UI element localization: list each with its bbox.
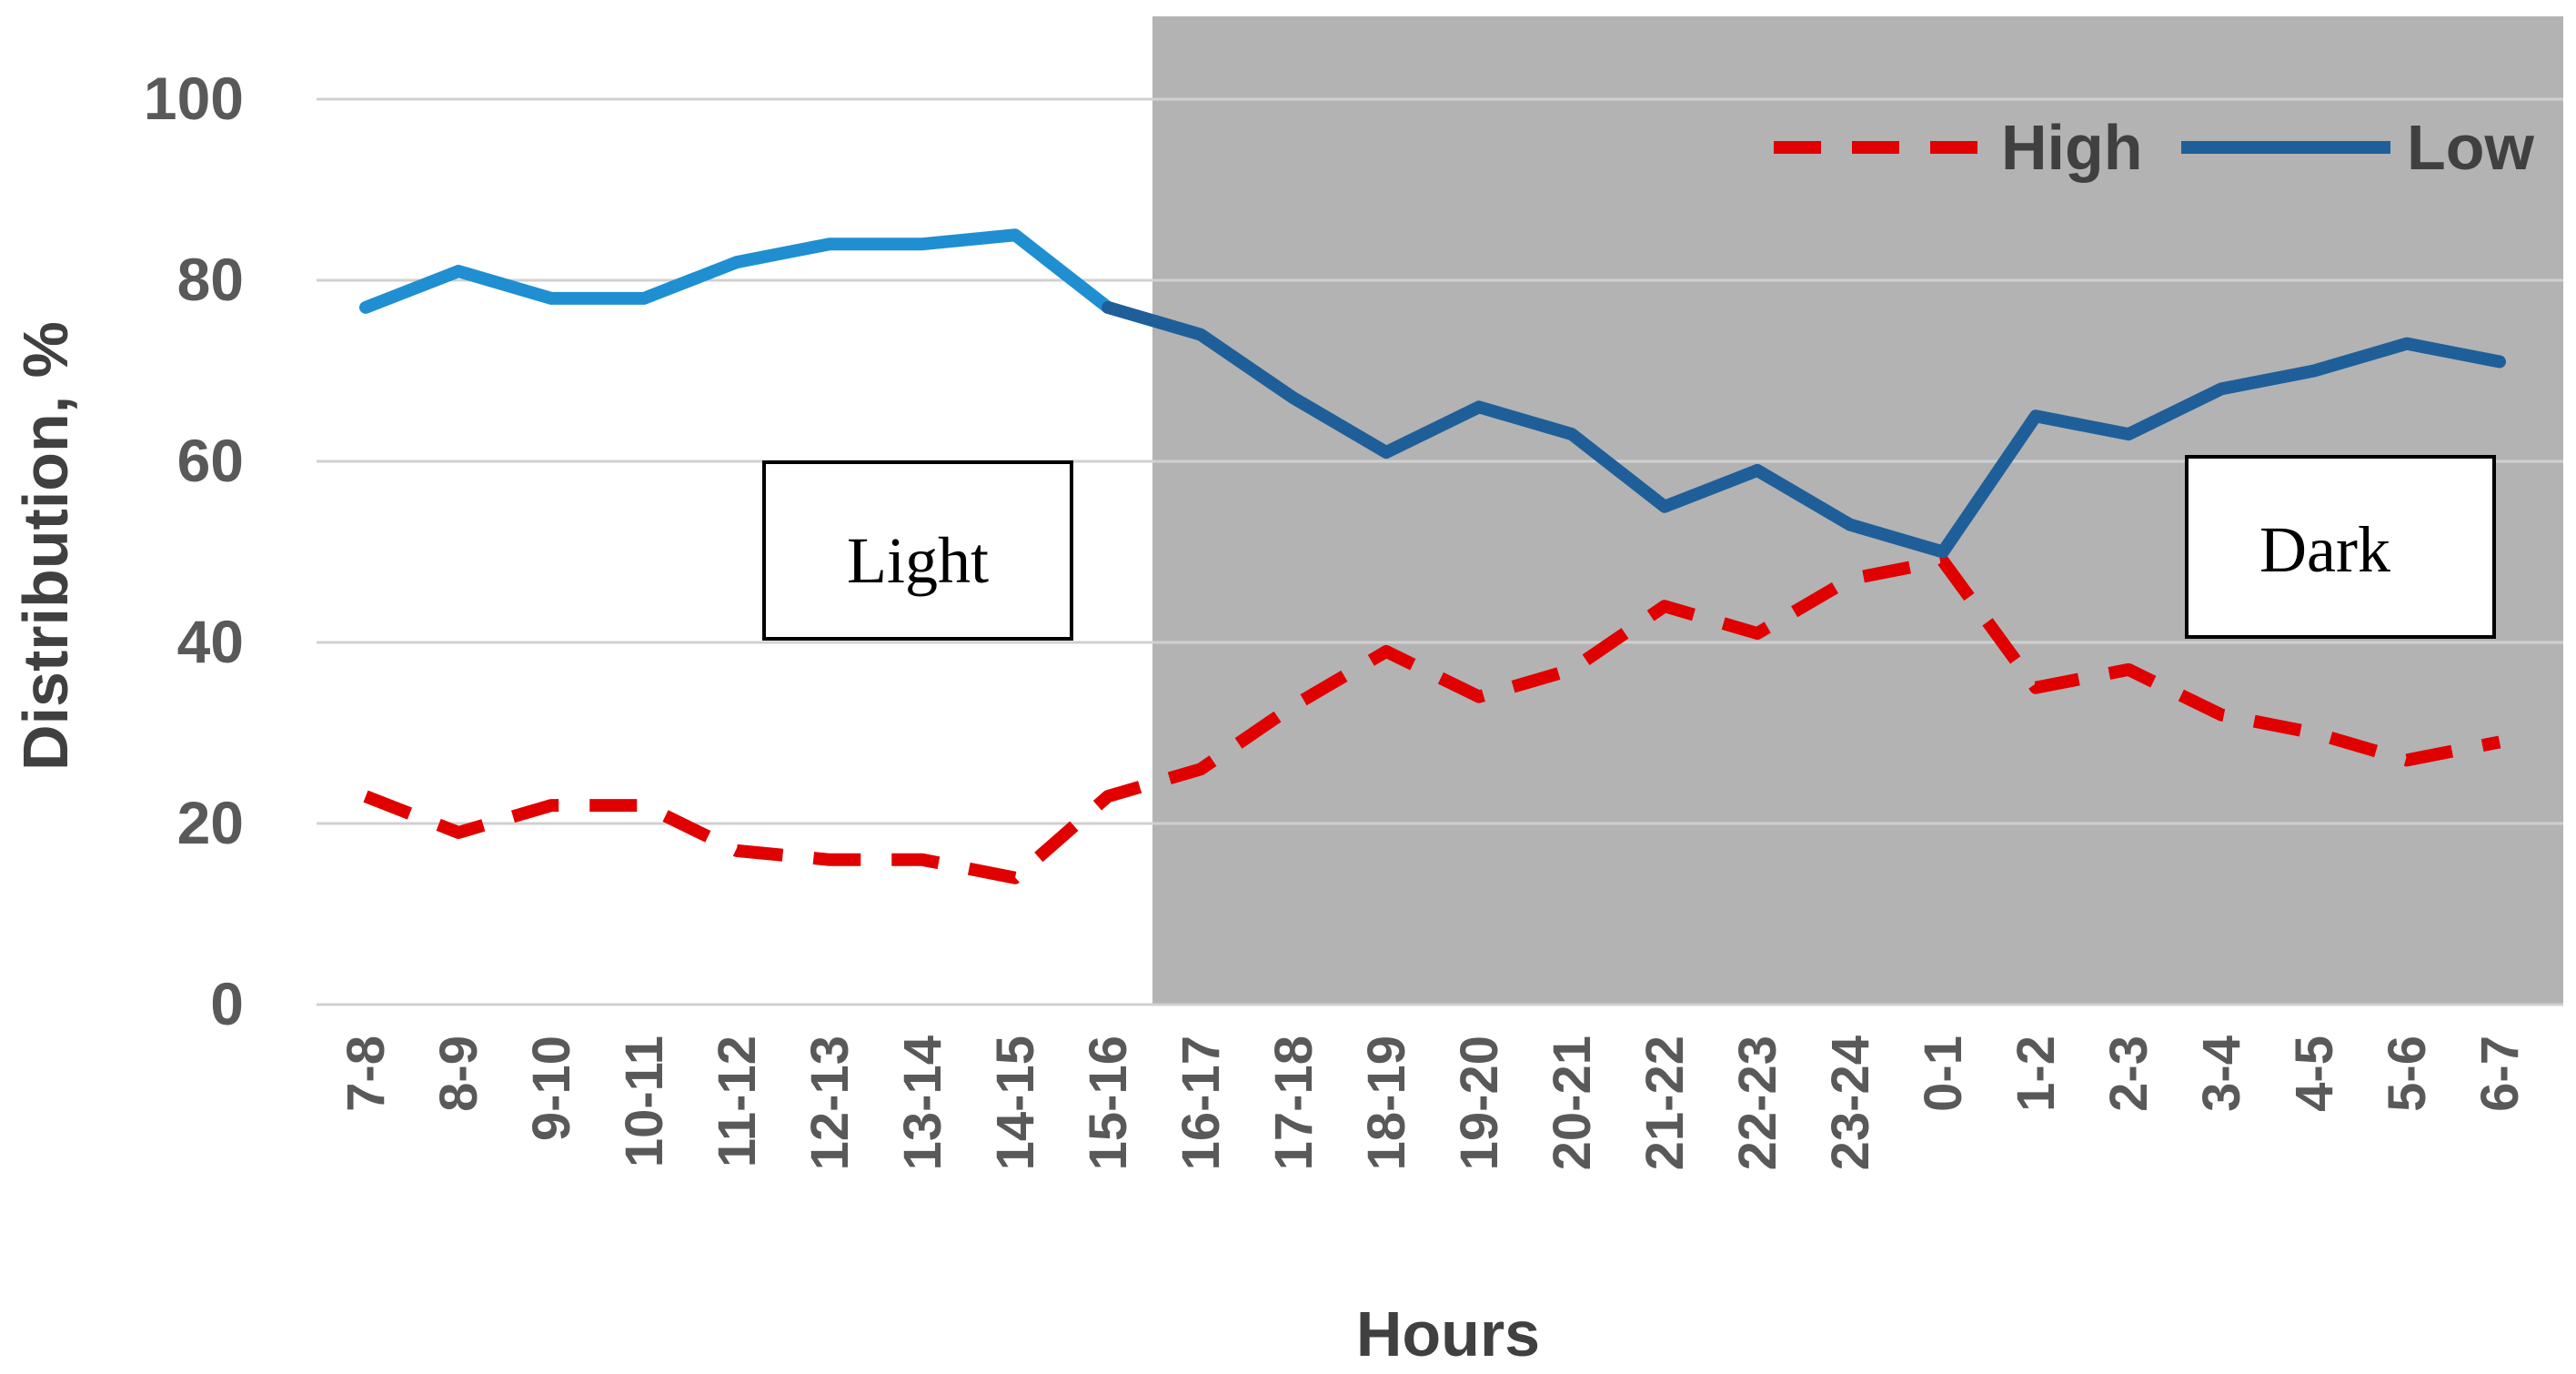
x-tick-label: 13-14 <box>893 1036 952 1170</box>
y-tick-label: 20 <box>177 789 244 856</box>
x-tick-label: 15-16 <box>1079 1036 1138 1170</box>
y-tick-label: 100 <box>144 65 244 132</box>
x-tick-label: 6-7 <box>2470 1036 2530 1112</box>
x-axis-title: Hours <box>1356 1298 1540 1369</box>
x-tick-label: 11-12 <box>708 1036 767 1167</box>
series-low-line-light <box>359 228 1114 314</box>
dark-region-label-box: Dark <box>2185 455 2496 639</box>
x-tick-label: 3-4 <box>2192 1036 2251 1112</box>
legend-high-label: High <box>2001 112 2143 183</box>
x-tick-label: 19-20 <box>1450 1036 1509 1170</box>
light-region-label: Light <box>847 524 989 597</box>
light-region-label-box: Light <box>762 460 1073 641</box>
x-tick-label: 17-18 <box>1264 1036 1323 1170</box>
x-tick-label: 9-10 <box>522 1036 581 1141</box>
y-axis-ticks: 0 20 40 60 80 100 <box>144 65 244 1037</box>
series-high-line <box>363 554 2501 884</box>
x-tick-label: 1-2 <box>2007 1036 2066 1112</box>
legend: High Low <box>1774 112 2535 183</box>
x-tick-label: 5-6 <box>2378 1036 2437 1112</box>
x-axis-ticks: 7-8 8-9 9-10 10-11 11-12 12-13 13-14 14-15 15-16… <box>337 1036 2530 1170</box>
x-tick-label: 7-8 <box>337 1036 396 1112</box>
x-tick-label: 23-24 <box>1821 1036 1880 1170</box>
x-tick-label: 14-15 <box>986 1036 1045 1170</box>
x-tick-label: 2-3 <box>2099 1036 2158 1112</box>
y-tick-label: 60 <box>177 427 244 494</box>
x-tick-label: 16-17 <box>1172 1036 1231 1170</box>
x-tick-label: 4-5 <box>2285 1036 2344 1112</box>
x-tick-label: 21-22 <box>1635 1036 1695 1170</box>
y-tick-label: 80 <box>177 246 244 313</box>
y-tick-label: 0 <box>210 970 244 1037</box>
x-tick-label: 8-9 <box>429 1036 488 1112</box>
series-lines <box>359 228 2506 884</box>
x-tick-label: 18-19 <box>1357 1036 1416 1170</box>
dark-region-label: Dark <box>2259 513 2390 586</box>
y-axis-title: Distribution, % <box>10 321 81 771</box>
x-tick-label: 0-1 <box>1914 1036 1973 1112</box>
y-tick-label: 40 <box>177 608 244 675</box>
x-tick-label: 10-11 <box>615 1036 674 1167</box>
series-low-line-dark <box>1102 300 2506 559</box>
x-tick-label: 20-21 <box>1543 1036 1602 1170</box>
legend-low-label: Low <box>2407 112 2535 183</box>
x-tick-label: 22-23 <box>1728 1036 1787 1170</box>
x-tick-label: 12-13 <box>800 1036 860 1170</box>
